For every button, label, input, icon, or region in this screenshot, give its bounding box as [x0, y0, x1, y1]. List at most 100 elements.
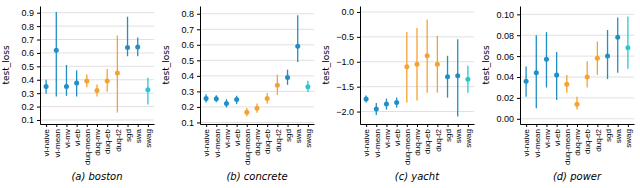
point: [394, 100, 399, 105]
point: [564, 82, 569, 87]
x-tick-label: swag: [624, 129, 633, 148]
x-tick: duq-mean: [243, 124, 252, 165]
grid-line: [40, 26, 154, 27]
point: [275, 83, 280, 88]
x-tick-label: duq-t2: [114, 128, 123, 151]
y-tick: 0.8: [21, 21, 40, 31]
x-tick: duq-mv: [93, 124, 102, 156]
y-tick-label: 0.9: [21, 8, 34, 18]
y-tick: 0.5: [181, 56, 200, 66]
x-tick-mark: [257, 124, 258, 127]
x-tick-mark: [237, 124, 238, 127]
x-tick-mark: [587, 124, 588, 127]
figure: 0.10.20.30.40.50.60.70.80.9vi-naivevi-me…: [0, 0, 640, 188]
x-tick: duq-mean: [83, 124, 92, 165]
y-tick: 0.6: [181, 40, 200, 50]
y-tick: 0.6: [21, 48, 40, 58]
x-tick-mark: [458, 124, 459, 127]
x-tick: duq-mean: [403, 124, 412, 165]
x-tick: vi-naive: [42, 124, 51, 157]
point: [615, 35, 620, 40]
y-axis: 0.10.20.30.40.50.60.70.80.9: [21, 7, 40, 126]
x-tick: swag: [624, 124, 633, 148]
x-axis: vi-naivevi-meanvi-mvvi-ebduq-meanduq-mvd…: [201, 124, 315, 165]
x-tick-mark: [386, 124, 387, 127]
y-tick-label: 0.7: [181, 25, 194, 35]
y-tick: 0.3: [181, 87, 200, 97]
x-tick-label: sgd: [444, 129, 453, 142]
x-tick: vi-eb: [73, 124, 82, 146]
x-tick: duq-eb: [423, 124, 432, 154]
point: [84, 79, 89, 84]
x-tick: duq-t2: [274, 124, 283, 152]
error-bar: [297, 15, 298, 62]
grid-line: [40, 39, 154, 40]
x-tick: sgd: [444, 124, 453, 142]
y-tick: 0.5: [21, 62, 40, 72]
x-tick-mark: [546, 124, 547, 127]
error-bar: [66, 65, 67, 96]
x-tick-mark: [77, 124, 78, 127]
grid-line: [40, 79, 154, 80]
x-tick-label: swa: [614, 128, 623, 143]
point: [125, 45, 130, 50]
y-tick-mark: [37, 66, 40, 67]
x-axis: vi-naivevi-meanvi-mvvi-ebduq-meanduq-mvd…: [361, 124, 475, 165]
point: [74, 81, 79, 86]
y-tick-mark: [197, 60, 200, 61]
x-tick-label: vi-mean: [53, 129, 62, 157]
x-tick: duq-mean: [563, 124, 572, 165]
y-tick: 0.7: [181, 25, 200, 35]
x-tick: duq-mv: [573, 124, 582, 156]
point: [435, 62, 440, 67]
point: [404, 64, 409, 69]
y-tick: −1.5: [336, 82, 360, 92]
y-tick-label: 0.3: [181, 87, 194, 97]
point: [105, 79, 110, 84]
y-tick-mark: [517, 98, 520, 99]
x-tick-mark: [148, 124, 149, 127]
y-tick-mark: [517, 35, 520, 36]
y-tick: 0.10: [496, 10, 520, 20]
point: [544, 57, 549, 62]
x-tick-label: sgd: [284, 129, 293, 142]
marks: [44, 12, 151, 113]
panel: 0.10.20.30.40.50.60.70.8vi-naivevi-meanv…: [161, 7, 315, 183]
grid-line: [40, 66, 154, 67]
x-tick-label: swa: [454, 128, 463, 143]
panel-title: (c) yacht: [395, 171, 440, 182]
point: [204, 96, 209, 101]
x-tick: duq-eb: [263, 124, 272, 154]
x-tick-label: duq-t2: [434, 128, 443, 151]
y-tick-mark: [517, 77, 520, 78]
y-axis-line: [200, 7, 201, 125]
y-tick-mark: [37, 53, 40, 54]
marks: [204, 15, 311, 116]
x-tick-label: vi-eb: [73, 128, 82, 146]
grid-line: [40, 119, 154, 120]
point: [445, 74, 450, 79]
x-tick: vi-eb: [393, 124, 402, 146]
error-bar: [56, 12, 57, 96]
x-tick-mark: [97, 124, 98, 127]
point: [595, 56, 600, 61]
x-tick-label: vi-mean: [373, 129, 382, 157]
x-tick: duq-eb: [103, 124, 112, 154]
y-tick: 0.08: [496, 31, 520, 41]
point: [234, 97, 239, 102]
grid-line: [520, 118, 634, 119]
grid-line: [40, 12, 154, 13]
x-tick-mark: [577, 124, 578, 127]
x-axis: vi-naivevi-meanvi-mvvi-ebduq-meanduq-mvd…: [521, 124, 635, 165]
y-tick-label: 0.5: [181, 56, 194, 66]
y-tick-mark: [357, 12, 360, 13]
x-tick: duq-mv: [253, 124, 262, 156]
x-tick-mark: [427, 124, 428, 127]
y-tick: 0.06: [496, 52, 520, 62]
y-tick-label: 0.6: [181, 40, 194, 50]
x-tick-mark: [117, 124, 118, 127]
y-tick: 0.1: [21, 115, 40, 125]
y-tick-label: −2.0: [336, 107, 354, 117]
y-tick-label: 0.0: [341, 7, 354, 17]
x-tick: sgd: [124, 124, 133, 142]
